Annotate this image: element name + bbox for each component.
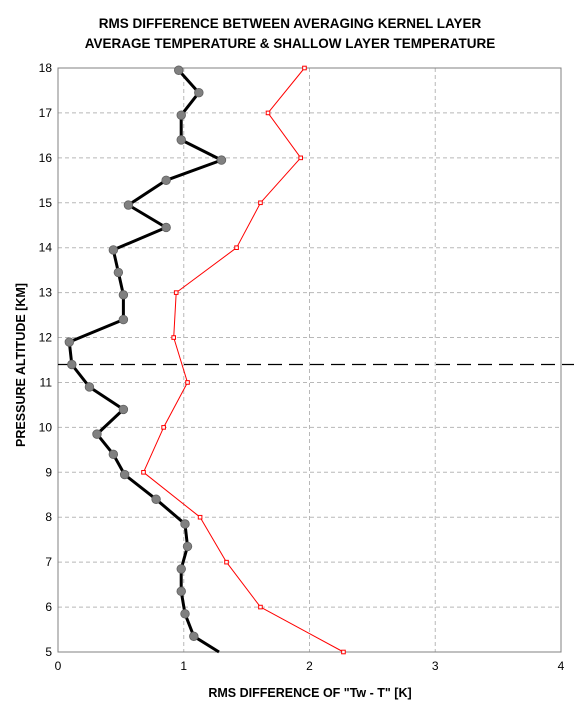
y-tick-label: 9 <box>45 465 52 479</box>
series-2-point <box>141 470 146 475</box>
series-1-point <box>216 155 227 165</box>
series-2-point <box>341 649 346 655</box>
y-tick-label: 11 <box>40 375 53 389</box>
x-tick-label: 4 <box>558 659 565 673</box>
y-tick-label: 16 <box>39 151 53 165</box>
series-1-point <box>113 267 124 278</box>
series-2-line <box>143 67 344 653</box>
series-1-point <box>151 494 161 504</box>
series-1-point <box>84 382 95 392</box>
x-tick-labels: 0 1 2 3 4 <box>55 659 565 673</box>
y-tick-label: 14 <box>39 241 53 255</box>
x-axis-label: RMS DIFFERENCE OF "Tw - T" [K] <box>208 686 411 700</box>
series-1-point <box>176 110 186 120</box>
y-tick-label: 18 <box>39 61 53 75</box>
series-1-point <box>118 290 129 300</box>
series-1-point <box>194 88 204 98</box>
x-tick-label: 2 <box>306 659 313 673</box>
gridlines <box>58 68 561 652</box>
series-2-point <box>258 200 263 206</box>
y-tick-label: 15 <box>39 196 53 210</box>
series-2-point <box>298 155 303 161</box>
series-1-point <box>108 449 119 460</box>
series-1-point <box>108 245 119 255</box>
series-1-point <box>180 519 190 529</box>
y-tick-label: 5 <box>45 645 52 659</box>
series-2-point <box>173 290 179 295</box>
series-group <box>64 65 346 655</box>
y-tick-label: 8 <box>45 510 52 524</box>
y-tick-label: 12 <box>39 331 53 345</box>
series-1-point <box>161 175 171 186</box>
y-tick-label: 10 <box>39 420 53 434</box>
series-1-point <box>176 135 186 145</box>
series-2-point <box>302 65 307 71</box>
x-tick-label: 0 <box>55 659 62 673</box>
y-tick-label: 6 <box>45 600 52 614</box>
series-2-point <box>234 245 239 250</box>
plot-area <box>57 67 562 653</box>
series-2-point <box>185 380 190 385</box>
series-2-point <box>265 110 271 116</box>
series-2-point <box>161 425 166 430</box>
series-2-point <box>224 559 229 565</box>
series-1-point <box>182 541 193 552</box>
series-1-point <box>64 337 75 347</box>
series-1-point <box>67 359 77 370</box>
series-1-point <box>180 609 190 619</box>
series-1-point <box>92 429 102 439</box>
series-1-point <box>161 222 171 233</box>
chart-subtitle: AVERAGE TEMPERATURE & SHALLOW LAYER TEMP… <box>85 36 496 51</box>
series-1-point <box>118 314 129 325</box>
series-2-point <box>171 335 176 340</box>
y-axis-label: PRESSURE ALTITUDE [KM] <box>14 283 28 447</box>
y-tick-label: 17 <box>39 106 53 120</box>
series-1-point <box>118 404 129 415</box>
x-tick-label: 1 <box>180 659 187 673</box>
chart-title: RMS DIFFERENCE BETWEEN AVERAGING KERNEL … <box>99 16 482 31</box>
series-2-point <box>258 604 263 610</box>
series-2-point <box>197 514 203 520</box>
x-tick-label: 3 <box>432 659 439 673</box>
series-1-point <box>123 200 134 210</box>
y-tick-labels: 5 6 7 8 9 10 11 12 13 14 15 16 17 18 <box>39 61 53 659</box>
y-tick-label: 13 <box>39 286 53 300</box>
series-1-point <box>119 469 130 480</box>
series-1-point <box>176 564 186 574</box>
series-1-point <box>176 586 186 597</box>
series-1-point <box>174 65 184 75</box>
y-tick-label: 7 <box>45 555 52 569</box>
series-1-point <box>189 631 199 641</box>
